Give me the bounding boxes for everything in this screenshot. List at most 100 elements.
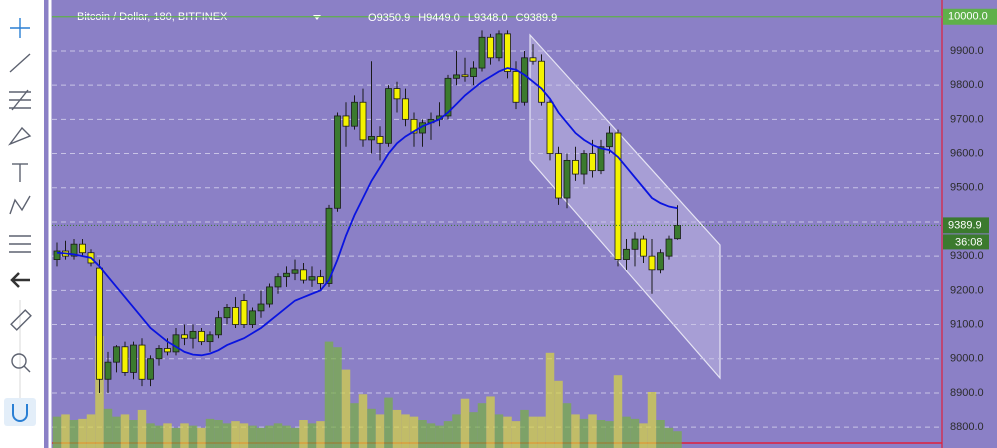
candle-body: [657, 252, 664, 271]
volume-bar: [171, 427, 181, 448]
candle-body: [206, 334, 214, 343]
volume-bar: [503, 416, 512, 448]
volume-bar: [562, 403, 572, 448]
y-tick-label: 9100.0: [950, 318, 984, 330]
volume-bar: [511, 421, 521, 448]
volume-bar: [324, 341, 334, 448]
candle-body: [648, 255, 656, 271]
ohlc-header: O9350.9 H9449.0 L9348.0 C9389.9: [368, 12, 557, 24]
volume-bar: [197, 427, 206, 448]
y-tick-label: 8800.0: [950, 421, 984, 433]
candle-body: [376, 136, 384, 144]
candle-body: [674, 225, 681, 240]
volume-bar: [409, 416, 419, 448]
volume-bar: [188, 425, 198, 448]
candle-body: [572, 159, 579, 175]
brush-tool[interactable]: [7, 126, 32, 146]
volume-bar: [443, 421, 453, 448]
candle-body: [614, 132, 622, 260]
ohlc-value: 9389.9: [524, 12, 558, 24]
candle-body: [529, 57, 537, 62]
candle-body: [291, 269, 299, 274]
volume-bar: [265, 425, 274, 448]
volume-bar: [222, 423, 232, 448]
candle-body: [164, 348, 171, 353]
candle-body: [546, 101, 554, 154]
volume-bar: [273, 423, 283, 448]
volume-bar: [605, 421, 614, 448]
candle-body: [266, 286, 273, 305]
candle-body: [130, 344, 137, 373]
candle-body: [555, 153, 562, 199]
ruler-tool[interactable]: [10, 309, 32, 331]
candle-body: [665, 238, 673, 257]
y-tick-label: 8900.0: [950, 387, 984, 399]
volume-bar: [350, 403, 359, 448]
y-tick-label: 9000.0: [950, 353, 984, 365]
candle-body: [589, 153, 596, 172]
trend-line-tool[interactable]: [9, 53, 31, 73]
candle-body: [563, 159, 571, 199]
volume-bar: [571, 414, 580, 448]
volume-bar: [545, 352, 555, 448]
ohlc-value: 9449.0: [426, 12, 460, 24]
countdown-label: 36:08: [955, 236, 983, 248]
volume-bar: [664, 427, 674, 448]
magnet-tool[interactable]: [12, 404, 28, 422]
candle-body: [138, 344, 146, 380]
alert-label: 10000.0: [948, 11, 988, 23]
candle-body: [79, 243, 86, 254]
volume-bar: [673, 431, 682, 448]
volume-bar: [418, 420, 427, 448]
volume-bar: [435, 425, 444, 448]
text-tool[interactable]: [12, 163, 28, 182]
volume-bar: [52, 416, 62, 448]
y-tick-label: 9600.0: [950, 147, 984, 159]
candle-body: [53, 250, 61, 260]
volume-bar: [639, 423, 648, 448]
volume-bar: [486, 396, 495, 448]
candle-body: [368, 136, 375, 141]
volume-bar: [520, 409, 529, 448]
volume-bar: [239, 423, 249, 448]
alert-label-box: [943, 8, 997, 25]
volume-bar: [180, 423, 189, 448]
candle-body: [198, 330, 205, 343]
candle-body: [155, 348, 163, 360]
crosshair-tool[interactable]: [10, 18, 30, 38]
volume-bar: [401, 414, 410, 448]
ohlc-letter: C: [516, 12, 524, 24]
ohlc-letter: O: [368, 12, 377, 24]
candle-body: [223, 307, 231, 319]
toolbar: [0, 0, 52, 448]
volume-bar: [656, 420, 665, 448]
candle-body: [444, 77, 452, 117]
volume-bar: [588, 414, 597, 448]
volume-bar: [163, 423, 172, 448]
candle-body: [385, 88, 392, 144]
volume-bar: [630, 418, 640, 448]
candle-body: [308, 276, 316, 281]
candle-body: [283, 272, 290, 278]
candle-body: [538, 60, 545, 103]
back-tool[interactable]: [10, 272, 30, 288]
prediction-tool[interactable]: [9, 235, 31, 253]
volume-bar: [554, 380, 563, 448]
candle-body: [623, 248, 630, 260]
candle-body: [215, 317, 222, 336]
candle-body: [172, 334, 180, 353]
volume-bar: [78, 418, 87, 448]
pattern-tool[interactable]: [9, 195, 31, 215]
volume-bar: [282, 425, 291, 448]
volume-bar: [477, 403, 487, 448]
candle-body: [487, 36, 494, 59]
volume-bar: [137, 409, 147, 448]
candle-body: [342, 115, 350, 127]
candle-body: [300, 269, 307, 281]
zoom-tool[interactable]: [11, 353, 31, 373]
volume-bar: [69, 420, 79, 448]
fib-tool[interactable]: [9, 89, 31, 111]
